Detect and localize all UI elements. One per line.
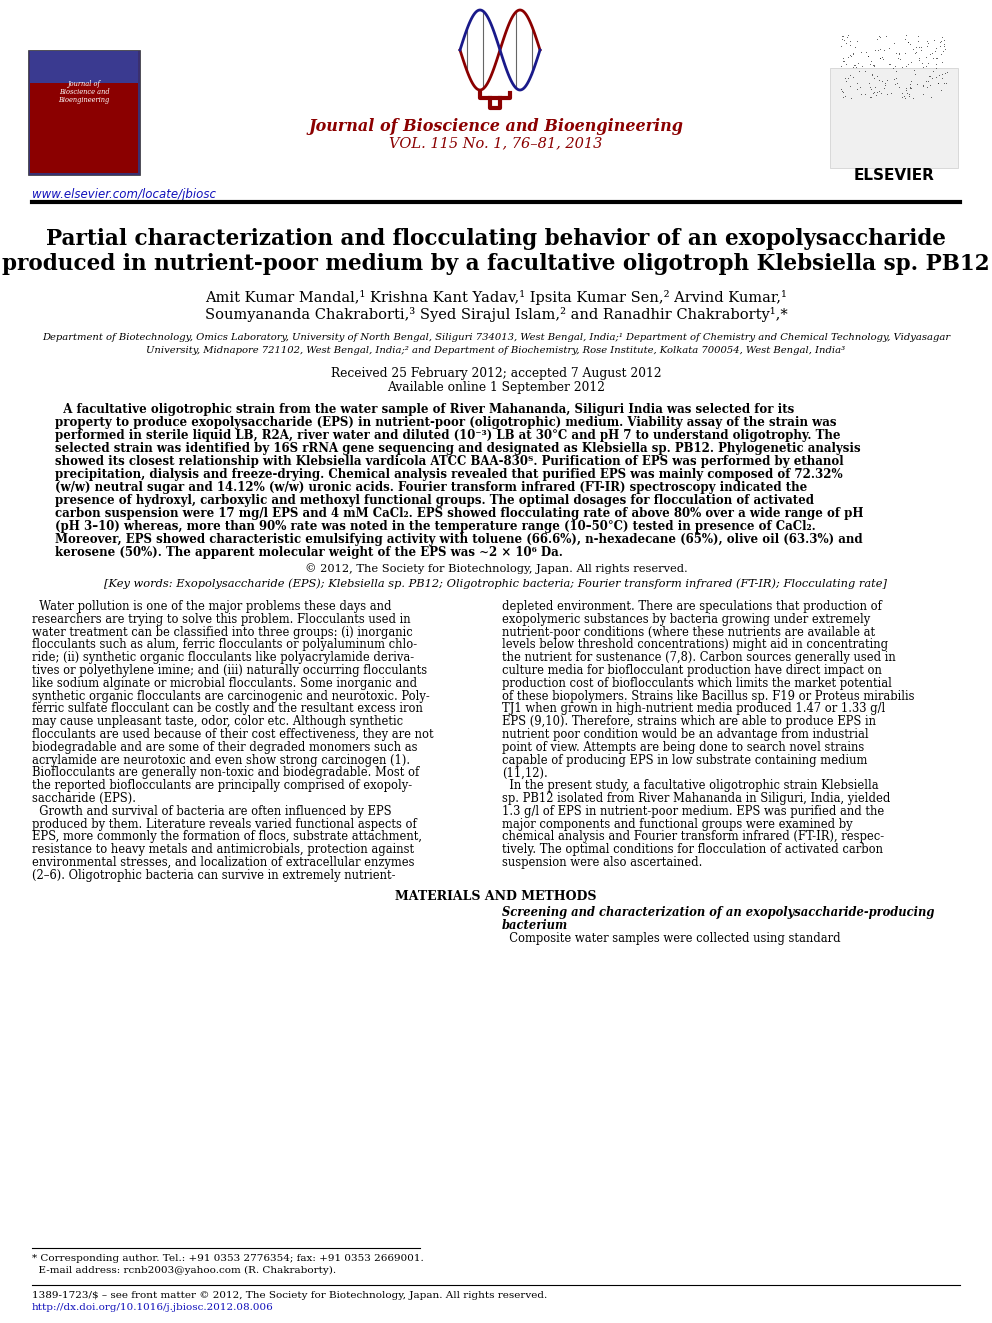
Text: MATERIALS AND METHODS: MATERIALS AND METHODS: [395, 889, 597, 902]
Text: presence of hydroxyl, carboxylic and methoxyl functional groups. The optimal dos: presence of hydroxyl, carboxylic and met…: [55, 493, 814, 507]
Text: (w/w) neutral sugar and 14.12% (w/w) uronic acids. Fourier transform infrared (F: (w/w) neutral sugar and 14.12% (w/w) uro…: [55, 482, 807, 493]
Text: Water pollution is one of the major problems these days and: Water pollution is one of the major prob…: [32, 601, 392, 613]
Text: chemical analysis and Fourier transform infrared (FT-IR), respec-: chemical analysis and Fourier transform …: [502, 831, 884, 843]
Text: acrylamide are neurotoxic and even show strong carcinogen (1).: acrylamide are neurotoxic and even show …: [32, 754, 410, 766]
Text: E-mail address: rcnb2003@yahoo.com (R. Chakraborty).: E-mail address: rcnb2003@yahoo.com (R. C…: [32, 1266, 336, 1275]
Text: EPS (9,10). Therefore, strains which are able to produce EPS in: EPS (9,10). Therefore, strains which are…: [502, 716, 876, 728]
Text: ride; (ii) synthetic organic flocculants like polyacrylamide deriva-: ride; (ii) synthetic organic flocculants…: [32, 651, 414, 664]
Text: exopolymeric substances by bacteria growing under extremely: exopolymeric substances by bacteria grow…: [502, 613, 870, 626]
Text: VOL. 115 No. 1, 76–81, 2013: VOL. 115 No. 1, 76–81, 2013: [389, 136, 603, 149]
Text: the nutrient for sustenance (7,8). Carbon sources generally used in: the nutrient for sustenance (7,8). Carbo…: [502, 651, 896, 664]
Text: ferric sulfate flocculant can be costly and the resultant excess iron: ferric sulfate flocculant can be costly …: [32, 703, 423, 716]
Text: kerosene (50%). The apparent molecular weight of the EPS was ~2 × 10⁶ Da.: kerosene (50%). The apparent molecular w…: [55, 546, 562, 560]
Text: http://dx.doi.org/10.1016/j.jbiosc.2012.08.006: http://dx.doi.org/10.1016/j.jbiosc.2012.…: [32, 1303, 274, 1312]
Bar: [830, 67, 958, 168]
Text: of these biopolymers. Strains like Bacillus sp. F19 or Proteus mirabilis: of these biopolymers. Strains like Bacil…: [502, 689, 915, 703]
Text: bacterium: bacterium: [502, 918, 568, 931]
Text: Partial characterization and flocculating behavior of an exopolysaccharide: Partial characterization and flocculatin…: [46, 228, 946, 250]
Text: culture media for bioflocculant production have direct impact on: culture media for bioflocculant producti…: [502, 664, 882, 677]
Text: Amit Kumar Mandal,¹ Krishna Kant Yadav,¹ Ipsita Kumar Sen,² Arvind Kumar,¹: Amit Kumar Mandal,¹ Krishna Kant Yadav,¹…: [205, 290, 787, 306]
Text: EPS, more commonly the formation of flocs, substrate attachment,: EPS, more commonly the formation of floc…: [32, 831, 422, 843]
Text: © 2012, The Society for Biotechnology, Japan. All rights reserved.: © 2012, The Society for Biotechnology, J…: [305, 564, 687, 574]
Text: Received 25 February 2012; accepted 7 August 2012: Received 25 February 2012; accepted 7 Au…: [330, 366, 662, 380]
Text: tively. The optimal conditions for flocculation of activated carbon: tively. The optimal conditions for flocc…: [502, 843, 883, 856]
Text: Soumyananda Chakraborti,³ Syed Sirajul Islam,² and Ranadhir Chakraborty¹,*: Soumyananda Chakraborti,³ Syed Sirajul I…: [204, 307, 788, 321]
Text: TJ1 when grown in high-nutrient media produced 1.47 or 1.33 g/l: TJ1 when grown in high-nutrient media pr…: [502, 703, 885, 716]
Text: researchers are trying to solve this problem. Flocculants used in: researchers are trying to solve this pro…: [32, 613, 411, 626]
Bar: [30, 52, 138, 83]
Text: (2–6). Oligotrophic bacteria can survive in extremely nutrient-: (2–6). Oligotrophic bacteria can survive…: [32, 869, 396, 882]
Text: produced in nutrient-poor medium by a facultative oligotroph Klebsiella sp. PB12: produced in nutrient-poor medium by a fa…: [2, 253, 990, 275]
Text: Available online 1 September 2012: Available online 1 September 2012: [387, 381, 605, 394]
Text: tives or polyethylene imine; and (iii) naturally occurring flocculants: tives or polyethylene imine; and (iii) n…: [32, 664, 428, 677]
Text: (pH 3–10) whereas, more than 90% rate was noted in the temperature range (10–50°: (pH 3–10) whereas, more than 90% rate wa…: [55, 520, 815, 533]
Text: property to produce exopolysaccharide (EPS) in nutrient-poor (oligotrophic) medi: property to produce exopolysaccharide (E…: [55, 415, 836, 429]
Text: Bioscience and: Bioscience and: [59, 89, 109, 97]
Text: the reported bioflocculants are principally comprised of exopoly-: the reported bioflocculants are principa…: [32, 779, 412, 792]
Text: major components and functional groups were examined by: major components and functional groups w…: [502, 818, 853, 831]
Text: A facultative oligotrophic strain from the water sample of River Mahananda, Sili: A facultative oligotrophic strain from t…: [55, 404, 795, 415]
Text: synthetic organic flocculants are carcinogenic and neurotoxic. Poly-: synthetic organic flocculants are carcin…: [32, 689, 430, 703]
Text: Moreover, EPS showed characteristic emulsifying activity with toluene (66.6%), n: Moreover, EPS showed characteristic emul…: [55, 533, 863, 546]
Text: point of view. Attempts are being done to search novel strains: point of view. Attempts are being done t…: [502, 741, 864, 754]
Text: like sodium alginate or microbial flocculants. Some inorganic and: like sodium alginate or microbial floccu…: [32, 677, 417, 689]
Text: levels below threshold concentrations) might aid in concentrating: levels below threshold concentrations) m…: [502, 639, 888, 651]
Bar: [28, 50, 140, 175]
Text: performed in sterile liquid LB, R2A, river water and diluted (10⁻³) LB at 30°C a: performed in sterile liquid LB, R2A, riv…: [55, 429, 840, 442]
Text: University, Midnapore 721102, West Bengal, India;² and Department of Biochemistr: University, Midnapore 721102, West Benga…: [147, 347, 845, 355]
Text: (11,12).: (11,12).: [502, 766, 548, 779]
Text: biodegradable and are some of their degraded monomers such as: biodegradable and are some of their degr…: [32, 741, 418, 754]
Text: www.elsevier.com/locate/jbiosc: www.elsevier.com/locate/jbiosc: [32, 188, 216, 201]
Text: Bioengineering: Bioengineering: [59, 97, 110, 105]
Text: In the present study, a facultative oligotrophic strain Klebsiella: In the present study, a facultative olig…: [502, 779, 879, 792]
Text: suspension were also ascertained.: suspension were also ascertained.: [502, 856, 702, 869]
Text: sp. PB12 isolated from River Mahananda in Siliguri, India, yielded: sp. PB12 isolated from River Mahananda i…: [502, 792, 891, 804]
Text: Growth and survival of bacteria are often influenced by EPS: Growth and survival of bacteria are ofte…: [32, 804, 392, 818]
Text: 1389-1723/$ – see front matter © 2012, The Society for Biotechnology, Japan. All: 1389-1723/$ – see front matter © 2012, T…: [32, 1291, 548, 1301]
Text: environmental stresses, and localization of extracellular enzymes: environmental stresses, and localization…: [32, 856, 415, 869]
Bar: [30, 83, 138, 173]
Text: precipitation, dialysis and freeze-drying. Chemical analysis revealed that purif: precipitation, dialysis and freeze-dryin…: [55, 468, 842, 482]
Text: Screening and characterization of an exopolysaccharide-producing: Screening and characterization of an exo…: [502, 906, 934, 918]
Text: nutrient poor condition would be an advantage from industrial: nutrient poor condition would be an adva…: [502, 728, 869, 741]
Text: ELSEVIER: ELSEVIER: [853, 168, 934, 183]
Text: water treatment can be classified into three groups: (i) inorganic: water treatment can be classified into t…: [32, 626, 413, 639]
Text: carbon suspension were 17 mg/l EPS and 4 mM CaCl₂. EPS showed flocculating rate : carbon suspension were 17 mg/l EPS and 4…: [55, 507, 863, 520]
Text: saccharide (EPS).: saccharide (EPS).: [32, 792, 136, 804]
Text: [Key words: Exopolysaccharide (EPS); Klebsiella sp. PB12; Oligotrophic bacteria;: [Key words: Exopolysaccharide (EPS); Kle…: [104, 578, 888, 589]
Text: production cost of bioflocculants which limits the market potential: production cost of bioflocculants which …: [502, 677, 892, 689]
Text: Department of Biotechnology, Omics Laboratory, University of North Bengal, Silig: Department of Biotechnology, Omics Labor…: [42, 333, 950, 343]
Text: Bioflocculants are generally non-toxic and biodegradable. Most of: Bioflocculants are generally non-toxic a…: [32, 766, 420, 779]
Text: showed its closest relationship with Klebsiella vardicola ATCC BAA-830ᵀ. Purific: showed its closest relationship with Kle…: [55, 455, 843, 468]
Text: resistance to heavy metals and antimicrobials, protection against: resistance to heavy metals and antimicro…: [32, 843, 414, 856]
Text: may cause unpleasant taste, odor, color etc. Although synthetic: may cause unpleasant taste, odor, color …: [32, 716, 403, 728]
Text: * Corresponding author. Tel.: +91 0353 2776354; fax: +91 0353 2669001.: * Corresponding author. Tel.: +91 0353 2…: [32, 1254, 424, 1263]
Text: selected strain was identified by 16S rRNA gene sequencing and designated as Kle: selected strain was identified by 16S rR…: [55, 442, 861, 455]
Text: produced by them. Literature reveals varied functional aspects of: produced by them. Literature reveals var…: [32, 818, 417, 831]
Text: flocculants such as alum, ferric flocculants or polyaluminum chlo-: flocculants such as alum, ferric floccul…: [32, 639, 417, 651]
Text: 1.3 g/l of EPS in nutrient-poor medium. EPS was purified and the: 1.3 g/l of EPS in nutrient-poor medium. …: [502, 804, 884, 818]
Text: Journal of: Journal of: [67, 79, 100, 89]
Text: Journal of Bioscience and Bioengineering: Journal of Bioscience and Bioengineering: [309, 118, 683, 135]
Text: Composite water samples were collected using standard: Composite water samples were collected u…: [502, 931, 840, 945]
Text: depleted environment. There are speculations that production of: depleted environment. There are speculat…: [502, 601, 882, 613]
Text: flocculants are used because of their cost effectiveness, they are not: flocculants are used because of their co…: [32, 728, 434, 741]
Text: nutrient-poor conditions (where these nutrients are available at: nutrient-poor conditions (where these nu…: [502, 626, 875, 639]
Text: capable of producing EPS in low substrate containing medium: capable of producing EPS in low substrat…: [502, 754, 867, 766]
